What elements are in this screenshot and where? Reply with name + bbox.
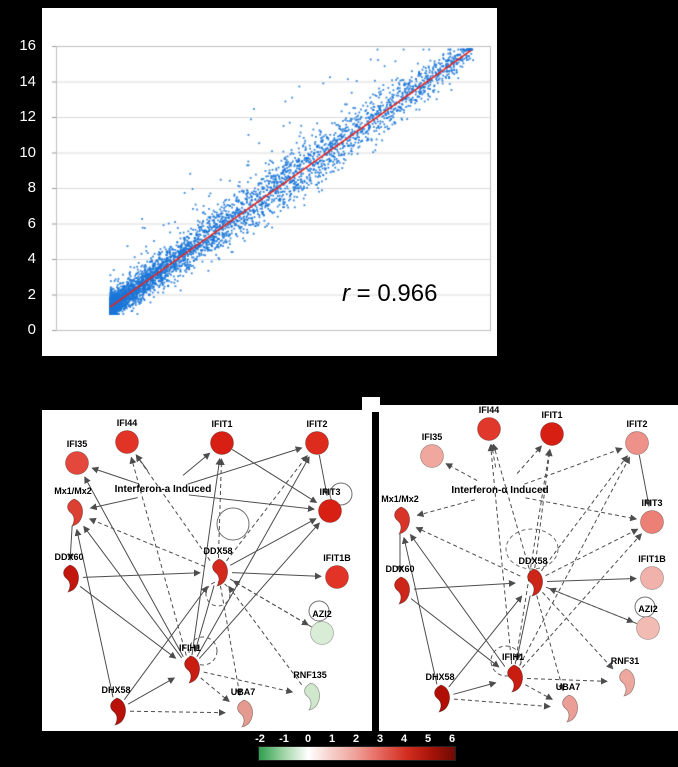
y-tick-label: 4: [27, 250, 36, 267]
gene-network-panel-left: IFI44 IFIT1 IFIT2 IFI35 Interferon-a Induced…: [42, 410, 372, 731]
svg-text:IFIT1B: IFIT1B: [323, 553, 351, 563]
correlation-annotation: r = 0.966: [342, 280, 437, 308]
svg-text:DDX60: DDX60: [385, 564, 414, 574]
color-scale-tick: 1: [328, 733, 336, 745]
gene-network-panel-right: IFI44 IFIT1 IFIT2 IFI35 Interferon-α Induced…: [379, 405, 678, 731]
color-scale-tick: -2: [255, 733, 265, 745]
color-scale-tick: 2: [352, 733, 360, 745]
svg-text:UBA7: UBA7: [231, 687, 256, 697]
svg-text:IFIH1: IFIH1: [179, 643, 201, 653]
correlation-variable: r: [342, 280, 350, 307]
color-scale-tick: 3: [376, 733, 384, 745]
svg-text:AZI2: AZI2: [638, 604, 658, 614]
svg-text:Interferon-a Induced: Interferon-a Induced: [115, 484, 212, 495]
y-axis-tick-labels: 0 2 4 6 8 10 12 14 16: [0, 0, 40, 360]
y-tick-label: 2: [27, 285, 36, 303]
svg-text:IFIT1B: IFIT1B: [638, 554, 666, 564]
svg-text:IFIH1: IFIH1: [502, 652, 524, 662]
svg-text:Mx1/Mx2: Mx1/Mx2: [381, 494, 419, 504]
y-tick-label: 16: [19, 37, 36, 54]
correlation-value: = 0.966: [350, 280, 438, 307]
svg-text:IFI35: IFI35: [422, 432, 443, 442]
svg-text:DHX58: DHX58: [101, 685, 130, 695]
svg-text:IFI44: IFI44: [117, 418, 138, 428]
svg-text:IFIT1: IFIT1: [211, 419, 232, 429]
svg-text:IFIT1: IFIT1: [541, 410, 562, 420]
color-scale-tick: 4: [400, 733, 408, 745]
color-scale-legend: -2 -1 0 1 2 3 4 5 6: [250, 733, 462, 761]
svg-text:DHX58: DHX58: [425, 672, 454, 682]
gene-network-right: IFI44 IFIT1 IFIT2 IFI35 Interferon-α Induced…: [381, 405, 666, 723]
y-tick-label: 12: [19, 108, 36, 125]
svg-text:IFI44: IFI44: [479, 405, 500, 415]
y-tick-label: 10: [19, 143, 36, 161]
svg-text:Mx1/Mx2: Mx1/Mx2: [54, 486, 92, 496]
svg-text:DDX58: DDX58: [203, 546, 232, 556]
y-tick-label: 0: [27, 321, 36, 338]
svg-text:IFIT3: IFIT3: [319, 487, 340, 497]
color-scale-tick: 0: [304, 733, 312, 745]
svg-text:UBA7: UBA7: [556, 682, 581, 692]
y-tick-label: 14: [19, 72, 36, 90]
svg-text:IFIT2: IFIT2: [626, 419, 647, 429]
svg-text:Interferon-α Induced: Interferon-α Induced: [451, 485, 548, 496]
color-scale-tick: 6: [448, 733, 456, 745]
panel-corner-square: [362, 397, 380, 412]
svg-text:IFIT3: IFIT3: [641, 498, 662, 508]
color-scale-tick: -1: [279, 733, 289, 745]
color-scale-tick-labels: -2 -1 0 1 2 3 4 5 6: [250, 733, 462, 745]
svg-text:IFI35: IFI35: [67, 439, 88, 449]
svg-text:DDX60: DDX60: [54, 552, 83, 562]
y-tick-label: 8: [27, 179, 36, 196]
svg-text:IFIT2: IFIT2: [306, 419, 327, 429]
scatter-panel: r = 0.966: [42, 8, 497, 356]
gene-network-left: IFI44 IFIT1 IFIT2 IFI35 Interferon-a Induced…: [54, 418, 353, 728]
svg-text:RNF31: RNF31: [611, 656, 640, 666]
svg-text:AZI2: AZI2: [312, 609, 332, 619]
svg-text:DDX58: DDX58: [518, 556, 547, 566]
color-scale-tick: 5: [424, 733, 432, 745]
scatter-plot-canvas: [42, 8, 497, 356]
svg-text:RNF135: RNF135: [293, 670, 327, 680]
color-scale-gradient: [258, 746, 456, 761]
y-tick-label: 6: [27, 214, 36, 232]
